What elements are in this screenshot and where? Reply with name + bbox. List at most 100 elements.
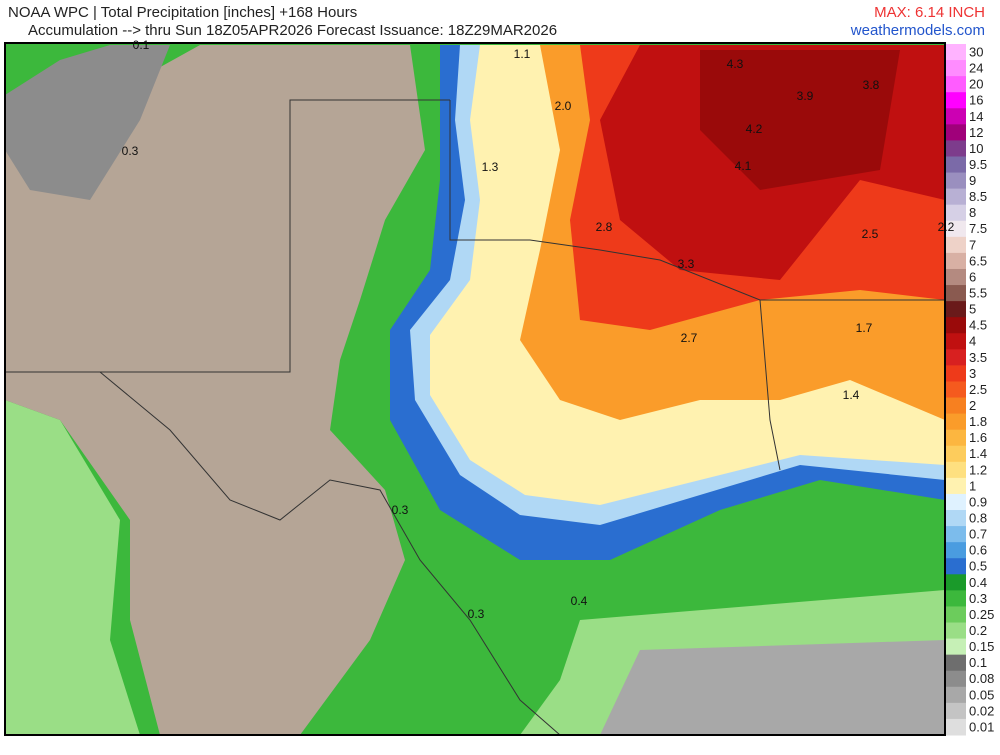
legend-swatch [946,702,966,720]
legend-label: 4 [969,334,976,349]
field-nw-gray [5,45,170,200]
state-line [759,299,781,471]
map-value: 0.1 [133,38,150,52]
border [99,371,561,736]
legend-label: 0.1 [969,655,987,670]
legend-swatch [946,445,966,463]
map-value: 1.3 [482,160,499,174]
subtitle: Accumulation --> thru Sun 18Z05APR2026 F… [28,22,557,39]
map-value: 4.1 [735,159,752,173]
legend-swatch [946,686,966,704]
legend-label: 0.25 [969,607,994,622]
legend-swatch [946,301,966,318]
map-value: 2.5 [862,227,879,241]
legend-swatch [946,590,966,607]
map-value: 0.3 [122,144,139,158]
legend-swatch [946,638,966,656]
legend-label: 1.6 [969,430,987,445]
legend-label: 7.5 [969,221,987,236]
legend-label: 0.8 [969,510,987,525]
legend-swatch [946,268,966,286]
legend-swatch [946,654,966,672]
map-value: 4.3 [727,57,744,71]
legend-swatch [946,622,966,640]
field-darkred [700,50,900,190]
legend-label: 0.4 [969,575,987,590]
legend-swatch [946,381,966,399]
legend-swatch [946,718,966,736]
legend-label: 8 [969,205,976,220]
legend-swatch [946,349,966,366]
legend-label: 0.01 [969,719,994,734]
legend-label: 0.05 [969,687,994,702]
map-value: 0.3 [392,503,409,517]
legend-label: 9 [969,173,976,188]
map-value: 0.4 [571,594,588,608]
title: NOAA WPC | Total Precipitation [inches] … [8,4,357,21]
legend-swatch [946,188,966,206]
legend-label: 9.5 [969,157,987,172]
map-value: 1.1 [514,47,531,61]
legend-label: 0.3 [969,591,987,606]
legend-swatch [946,108,966,125]
legend-swatch [946,526,966,543]
legend-swatch [946,670,966,688]
legend-swatch [946,76,966,93]
field-gray [600,640,945,735]
legend-swatch [946,429,966,447]
legend-label: 0.2 [969,623,987,638]
legend-swatch [946,477,966,495]
map-value: 2.2 [938,220,955,234]
legend-swatch [946,156,966,174]
legend-label: 1.2 [969,462,987,477]
map-value: 2.0 [555,99,572,113]
legend-swatch [946,236,966,254]
legend-swatch [946,60,966,77]
legend-label: 3.5 [969,350,987,365]
legend-swatch [946,44,966,61]
legend-label: 2 [969,398,976,413]
legend-label: 1.4 [969,446,987,461]
map-value: 4.2 [746,122,763,136]
legend-label: 0.5 [969,559,987,574]
map-value: 1.7 [856,321,873,335]
boundaries [5,99,945,736]
map-value: 3.8 [863,78,880,92]
field-sw-green [5,400,140,735]
legend-swatch [946,493,966,511]
legend-swatch [946,606,966,624]
legend-swatch [946,574,966,591]
legend-swatch [946,140,966,157]
legend-label: 0.02 [969,703,994,718]
legend-label: 5 [969,302,976,317]
legend-label: 6 [969,269,976,284]
legend-label: 5.5 [969,286,987,301]
site: weathermodels.com [850,22,985,39]
legend-swatch [946,124,966,141]
legend-swatch [946,204,966,222]
legend-swatch [946,413,966,431]
legend-swatch [946,252,966,270]
state-line [5,99,450,373]
legend-label: 0.9 [969,494,987,509]
legend-label: 1.8 [969,414,987,429]
legend-label: 30 [969,44,983,59]
map-value: 2.7 [681,331,698,345]
legend-label: 7 [969,237,976,252]
legend-label: 0.6 [969,543,987,558]
legend-label: 24 [969,61,983,76]
legend-swatch [946,172,966,190]
legend-label: 0.15 [969,639,994,654]
legend-label: 8.5 [969,189,987,204]
legend-label: 3 [969,366,976,381]
legend-label: 10 [969,141,983,156]
legend-swatch [946,461,966,479]
legend-label: 0.7 [969,527,987,542]
max-value: MAX: 6.14 INCH [874,4,985,21]
legend-label: 16 [969,93,983,108]
precip-field [5,43,945,735]
legend-swatch [946,92,966,109]
legend-swatch [946,542,966,559]
legend-label: 0.08 [969,671,994,686]
